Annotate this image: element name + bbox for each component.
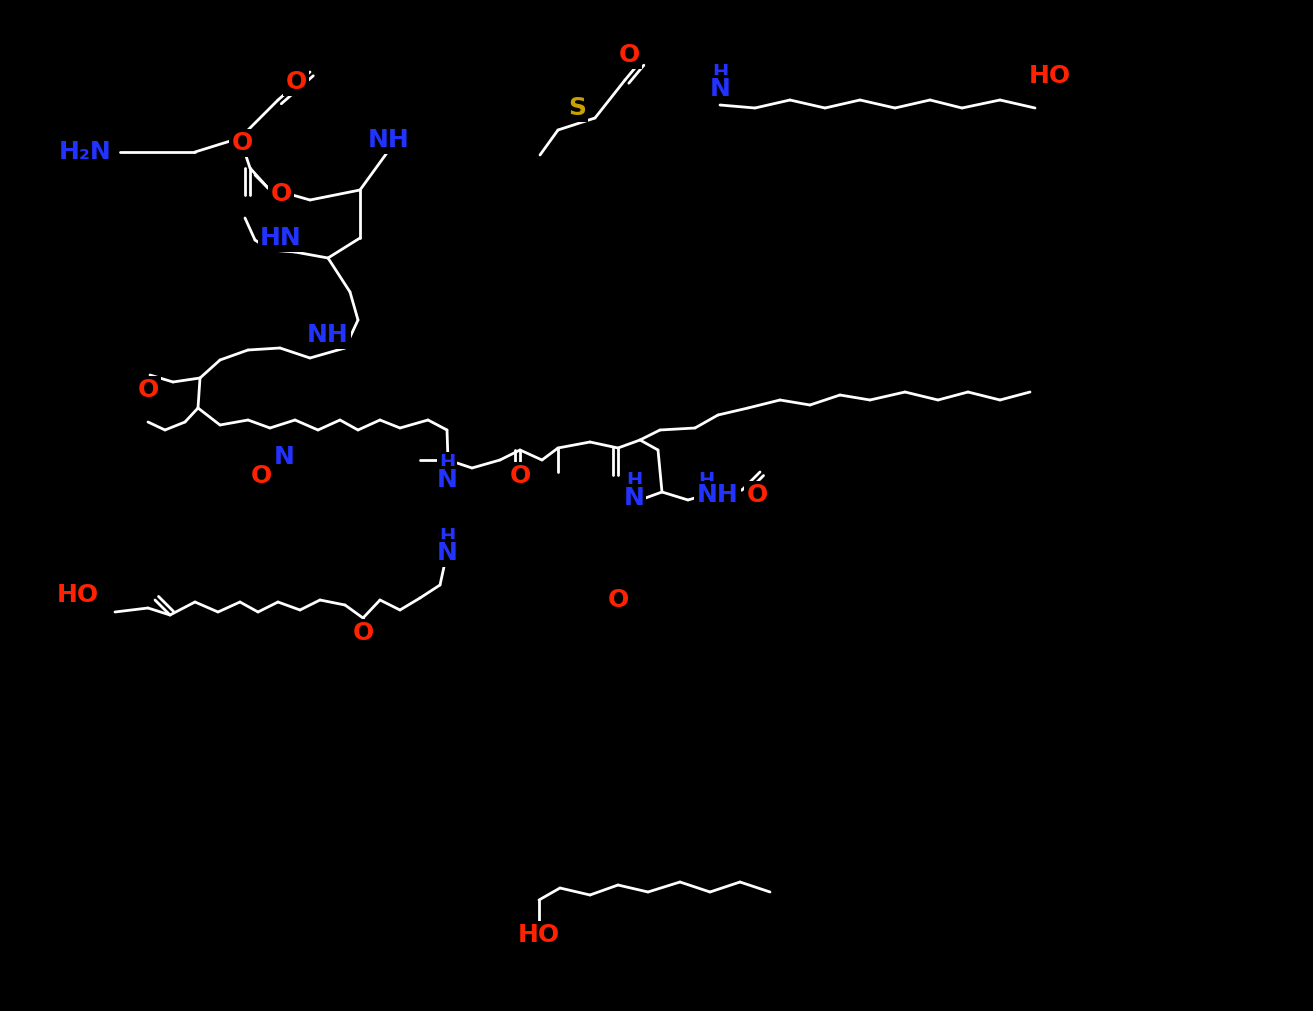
Text: H: H — [439, 454, 456, 472]
Text: H: H — [439, 527, 456, 546]
Text: N: N — [273, 445, 294, 469]
Text: NH: NH — [307, 323, 349, 347]
Text: O: O — [509, 464, 530, 488]
Text: O: O — [746, 483, 768, 507]
Text: O: O — [285, 70, 307, 94]
Text: O: O — [618, 43, 639, 67]
Text: NH: NH — [368, 128, 410, 152]
Text: HO: HO — [56, 583, 98, 607]
Text: O: O — [352, 621, 374, 645]
Text: HN: HN — [260, 226, 302, 250]
Text: N: N — [709, 77, 730, 101]
Text: O: O — [270, 182, 291, 206]
Text: S: S — [569, 96, 586, 120]
Text: O: O — [138, 378, 159, 402]
Text: N: N — [624, 486, 645, 510]
Text: O: O — [608, 588, 629, 612]
Text: O: O — [251, 464, 272, 488]
Text: H₂N: H₂N — [59, 140, 112, 164]
Text: H: H — [712, 63, 729, 82]
Text: HO: HO — [1029, 64, 1071, 88]
Text: H: H — [699, 471, 714, 490]
Text: N: N — [696, 486, 717, 510]
Text: HO: HO — [517, 923, 561, 947]
Text: N: N — [436, 468, 457, 492]
Text: N: N — [436, 541, 457, 565]
Text: NH: NH — [697, 483, 739, 507]
Text: O: O — [231, 131, 252, 155]
Text: H: H — [626, 471, 642, 490]
